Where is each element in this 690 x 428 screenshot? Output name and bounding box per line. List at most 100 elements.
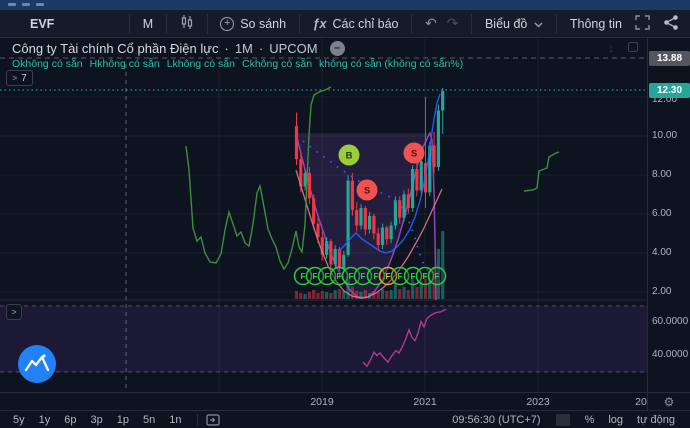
broker-logo [18,345,56,383]
candle-body [359,208,363,226]
candle-body [316,223,320,238]
candle-body [350,180,354,210]
chart-settings-button[interactable]: ⚙ [647,393,690,411]
auto-scale-button[interactable]: tự động [637,413,675,426]
candle-body [415,169,419,191]
price-axis-label: 6.00 [652,208,672,219]
volume-bar [415,287,419,299]
candle-body [376,233,380,246]
time-axis[interactable]: 2019 2021 2023 20 ⚙ [0,392,690,411]
maximize-pane-icon[interactable] [628,42,638,52]
redo-icon[interactable]: ↷ [446,15,459,31]
range-button-6m[interactable]: 6p [64,413,77,426]
volume-bar [303,294,307,299]
chart-menu-button[interactable]: Biểu đồ [472,10,556,38]
chart-legend-title[interactable]: Công ty Tài chính Cổ phần Điện lực · 1M … [12,41,345,56]
signal-marker-label: B [346,151,353,162]
financial-report-marker-label: F [312,271,317,281]
share-icon[interactable] [664,14,678,33]
toolbar-divider [129,13,130,34]
candle-body [428,145,432,193]
blue-dotted-line [302,140,445,285]
volume-bar [423,273,428,299]
range-button-5y[interactable]: 5y [13,413,25,426]
candle-body [363,208,367,230]
candle-body [393,200,397,226]
chart-toolbar: EVF M + So sánh ƒx Các chỉ báo ↶ ↷ Biểu [0,10,690,38]
chevron-down-icon [534,17,543,31]
volume-bar [411,277,415,299]
title-interval: 1M [234,41,253,56]
sell-signal-marker [356,179,378,201]
info-label: Thông tin [569,16,622,31]
volume-bar [402,287,406,299]
range-button-3m[interactable]: 3p [90,413,103,426]
interval-button[interactable]: M [130,10,166,38]
percent-scale-button[interactable]: % [584,413,595,426]
green-overlay-line-right [523,151,560,192]
price-axis[interactable]: 12.00 10.00 8.00 6.00 4.00 2.00 60.0000 40.0000… [647,38,690,392]
financial-report-marker-label: F [373,271,378,281]
info-button[interactable]: Thông tin [557,10,635,38]
undo-icon[interactable]: ↶ [424,15,437,31]
range-button-1y[interactable]: 1y [38,413,51,426]
hide-series-icon[interactable]: – [329,41,345,56]
volume-bar [359,292,363,299]
candle-body [402,194,406,218]
window-strip-glyph [22,3,30,6]
instrument-name: Công ty Tài chính Cổ phần Điện lực [12,41,219,56]
volume-bar [376,292,380,299]
financial-report-marker-label: F [360,271,365,281]
ohlc-legend-row: Okhông có sẵn Hkhông có sẵn Lkhông có sẵ… [12,58,463,70]
chart-style-button[interactable] [167,10,207,38]
window-title-strip [0,0,690,10]
indicators-label: Các chỉ báo [332,16,399,31]
chart-menu-label: Biểu đồ [484,16,528,31]
price-axis-label: 60.0000 [652,316,689,327]
volume-bar [350,287,354,299]
fullscreen-icon[interactable] [635,14,650,33]
volume-bar [363,290,367,299]
compare-button[interactable]: + So sánh [207,10,299,38]
bottom-toolbar: 5y 1y 6p 3p 1p 5n 1n 09:56:30 (UTC+7) % … [0,410,690,428]
price-axis-label: 10.00 [652,130,678,141]
candle-body [398,200,402,218]
legend-change: không có sẵn (không có sẵn%) [319,58,464,70]
candle-body [436,110,440,168]
go-to-date-icon[interactable] [205,413,220,426]
candle-body [419,161,423,191]
pane-collapse-button[interactable]: > [6,304,22,320]
legend-high: Hkhông có sẵn [89,58,160,70]
pattern-highlight-area [296,133,430,298]
price-axis-label: 8.00 [652,169,672,180]
green-overlay-line [185,86,332,271]
compare-label: So sánh [240,16,287,31]
rsi-band [0,306,647,372]
symbol-search-button[interactable]: EVF [0,10,129,38]
title-separator: · [258,41,264,56]
bottom-bar-divider [196,413,198,426]
indicators-button[interactable]: ƒx Các chỉ báo [300,10,412,38]
toolbar-divider [411,13,412,34]
range-button-1d[interactable]: 1n [169,413,182,426]
move-pane-down-icon[interactable]: ↓ [608,43,614,55]
collapsed-indicators-button[interactable]: > 7 [6,70,33,86]
title-exchange: UPCOM [269,41,318,56]
toolbar-divider [206,13,208,34]
volume-bar [320,291,324,299]
range-button-5d[interactable]: 5n [143,413,156,426]
toolbar-divider [299,13,300,34]
candle-body [441,91,445,111]
clock-timezone[interactable]: 09:56:30 (UTC+7) [452,413,541,426]
candle-body [406,194,410,208]
price-axis-label: 2.00 [652,286,672,297]
range-button-1m[interactable]: 1p [116,413,129,426]
interval-label: M [142,16,154,31]
time-axis-label: 2023 [526,396,550,408]
candle-body [411,169,415,208]
volume-bar [346,279,350,299]
log-scale-button[interactable]: log [608,413,624,426]
candle-body [368,215,372,230]
blue-ma-line [337,93,441,254]
